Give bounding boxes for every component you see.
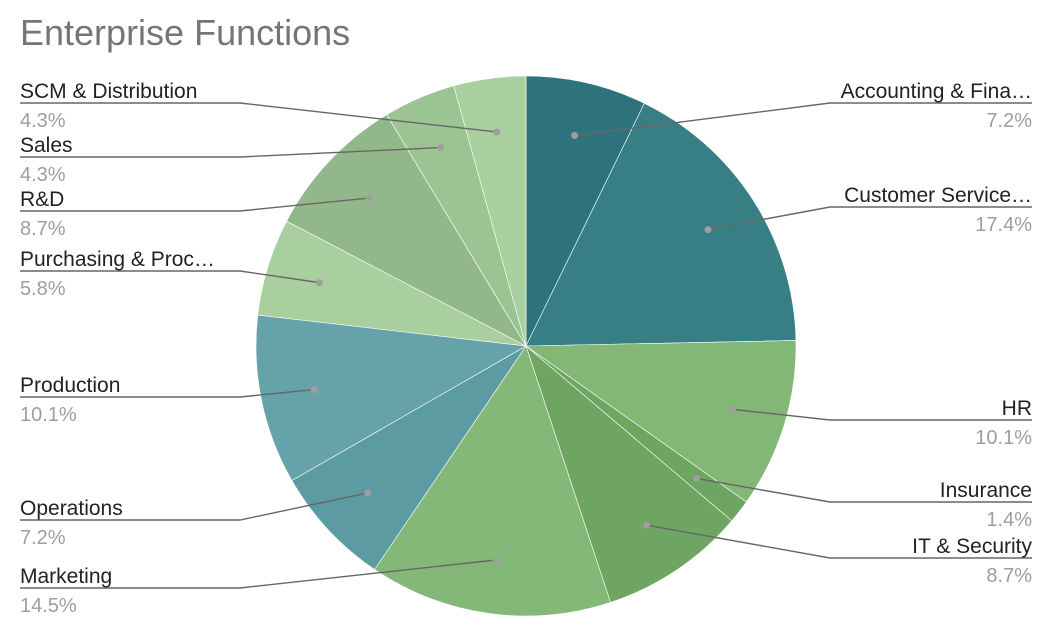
- slice-label-production: Production: [20, 374, 120, 397]
- slice-percent-marketing: 14.5%: [20, 595, 77, 617]
- slice-percent-insurance: 1.4%: [986, 509, 1032, 531]
- leader-dot-purchasing-proc: [316, 279, 324, 287]
- leader-dot-sales: [437, 144, 445, 152]
- leader-line-production: [20, 388, 315, 398]
- slice-label-r-d: R&D: [20, 188, 64, 211]
- leader-line-purchasing-proc: [20, 270, 320, 284]
- leader-dot-customer-service: [704, 226, 712, 234]
- slice-labels: Accounting & Fina… 7.2% Customer Service… 1…: [20, 80, 1032, 617]
- leader-line-customer-service: [707, 206, 1032, 231]
- slice-percent-r-d: 8.7%: [20, 218, 66, 240]
- pie-slice-it-security[interactable]: [525, 345, 733, 603]
- slice-percent-production: 10.1%: [20, 404, 77, 426]
- pie-slice-accounting-fina[interactable]: [525, 75, 645, 347]
- leader-line-sales: [20, 146, 441, 158]
- slice-percent-sales: 4.3%: [20, 164, 66, 186]
- slice-label-operations: Operations: [20, 497, 123, 520]
- pie-slice-production[interactable]: [255, 314, 527, 481]
- slice-label-sales: Sales: [20, 134, 73, 157]
- leader-line-insurance: [696, 477, 1032, 503]
- leader-line-operations: [20, 492, 368, 521]
- slice-percent-operations: 7.2%: [20, 527, 66, 549]
- pie-slice-hr[interactable]: [525, 340, 797, 503]
- leader-line-r-d: [20, 197, 369, 212]
- leader-dot-marketing: [492, 556, 500, 564]
- slice-percent-scm-distribution: 4.3%: [20, 110, 66, 132]
- leader-dot-production: [310, 386, 318, 394]
- slice-label-hr: HR: [1002, 397, 1032, 420]
- leader-dot-r-d: [365, 194, 373, 202]
- leader-line-it-security: [646, 524, 1032, 559]
- pie-slice-scm-distribution[interactable]: [453, 75, 527, 347]
- pie-slice-operations[interactable]: [291, 345, 527, 570]
- slice-label-customer-service: Customer Service…: [844, 184, 1032, 207]
- slice-label-purchasing-proc: Purchasing & Proc…: [20, 248, 215, 271]
- pie-slices: [255, 75, 797, 617]
- leader-dot-operations: [364, 489, 372, 497]
- leader-dot-hr: [728, 405, 736, 413]
- pie-slice-customer-service[interactable]: [525, 102, 797, 347]
- leader-dot-it-security: [643, 521, 651, 529]
- leader-dot-scm-distribution: [493, 128, 501, 136]
- pie-slice-marketing[interactable]: [374, 345, 611, 617]
- leader-dot-accounting-fina: [571, 132, 579, 140]
- slice-label-marketing: Marketing: [20, 565, 112, 588]
- slice-label-accounting-fina: Accounting & Fina…: [841, 80, 1032, 103]
- leader-line-accounting-fina: [574, 102, 1032, 137]
- slice-label-scm-distribution: SCM & Distribution: [20, 80, 197, 103]
- leader-line-scm-distribution: [20, 102, 497, 133]
- slice-percent-it-security: 8.7%: [986, 565, 1032, 587]
- slice-percent-customer-service: 17.4%: [975, 214, 1032, 236]
- leader-line-marketing: [20, 559, 497, 589]
- leader-lines: [20, 102, 1032, 589]
- slice-percent-hr: 10.1%: [975, 427, 1032, 449]
- slice-label-insurance: Insurance: [940, 479, 1032, 502]
- leader-line-hr: [732, 408, 1032, 421]
- leader-dot-insurance: [693, 474, 701, 482]
- slice-percent-accounting-fina: 7.2%: [986, 110, 1032, 132]
- slice-percent-purchasing-proc: 5.8%: [20, 278, 66, 300]
- chart-title: Enterprise Functions: [20, 12, 351, 53]
- slice-label-it-security: IT & Security: [912, 535, 1032, 558]
